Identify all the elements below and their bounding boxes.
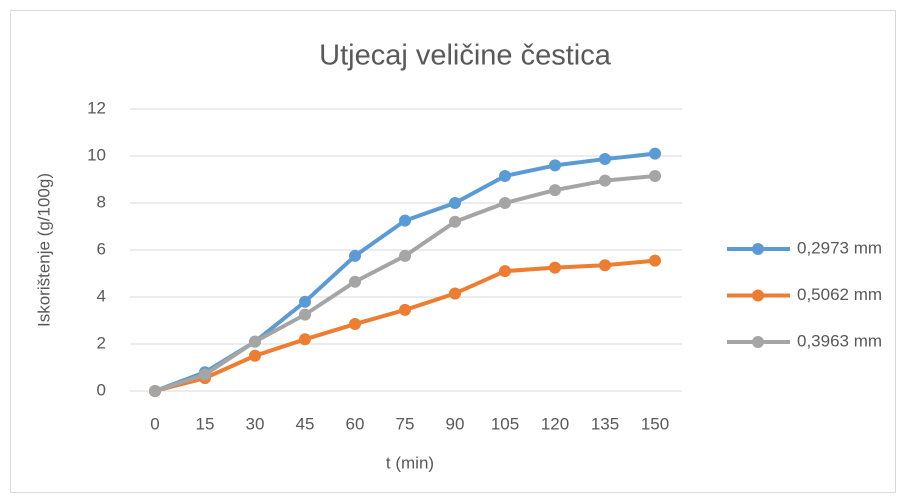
y-tick-label: 2 bbox=[97, 333, 106, 352]
legend-label: 0,3963 mm bbox=[797, 331, 882, 350]
legend-marker bbox=[752, 336, 764, 348]
y-tick-label: 4 bbox=[97, 286, 106, 305]
data-point bbox=[399, 303, 411, 316]
data-point bbox=[299, 333, 311, 346]
data-point bbox=[549, 159, 561, 172]
x-tick-label: 135 bbox=[591, 414, 619, 433]
x-tick-label: 120 bbox=[541, 414, 569, 433]
x-tick-label: 0 bbox=[150, 414, 159, 433]
legend-marker bbox=[752, 289, 764, 302]
data-point bbox=[599, 259, 611, 272]
x-tick-label: 60 bbox=[346, 414, 365, 433]
x-tick-label: 105 bbox=[491, 414, 519, 433]
data-point bbox=[349, 249, 361, 262]
x-tick-label: 75 bbox=[396, 414, 415, 433]
data-point bbox=[449, 215, 461, 228]
x-tick-label: 150 bbox=[641, 414, 669, 433]
data-point bbox=[599, 153, 611, 166]
data-point bbox=[599, 174, 611, 187]
data-point bbox=[499, 169, 511, 182]
data-point bbox=[249, 349, 261, 362]
chart-border bbox=[10, 10, 896, 493]
data-point bbox=[299, 308, 311, 321]
data-point bbox=[549, 184, 561, 197]
data-point bbox=[499, 265, 511, 278]
data-point bbox=[399, 249, 411, 262]
data-point bbox=[149, 385, 161, 397]
x-tick-label: 90 bbox=[446, 414, 465, 433]
data-point bbox=[349, 275, 361, 288]
data-point bbox=[399, 214, 411, 227]
data-point bbox=[549, 261, 561, 274]
y-tick-label: 0 bbox=[97, 380, 106, 399]
data-point bbox=[199, 368, 211, 381]
data-point bbox=[449, 287, 461, 300]
y-tick-label: 8 bbox=[97, 192, 106, 211]
data-point bbox=[649, 169, 661, 182]
legend-label: 0,2973 mm bbox=[797, 238, 882, 257]
y-axis-label: Iskorištenje (g/100g) bbox=[34, 173, 53, 327]
data-point bbox=[499, 197, 511, 209]
data-point bbox=[649, 147, 661, 160]
x-axis-label: t (min) bbox=[386, 453, 434, 472]
x-tick-label: 15 bbox=[196, 414, 215, 433]
x-tick-label: 45 bbox=[296, 414, 315, 433]
data-point bbox=[449, 197, 461, 209]
data-point bbox=[299, 295, 311, 308]
data-point bbox=[349, 318, 361, 331]
y-tick-label: 12 bbox=[87, 98, 106, 117]
legend-label: 0,5062 mm bbox=[797, 285, 882, 304]
data-point bbox=[649, 254, 661, 267]
y-tick-label: 6 bbox=[97, 239, 106, 258]
data-point bbox=[249, 335, 261, 348]
legend-marker bbox=[752, 243, 764, 255]
y-tick-label: 10 bbox=[87, 145, 106, 164]
chart-title: Utjecaj veličine čestica bbox=[319, 40, 612, 72]
x-tick-label: 30 bbox=[246, 414, 265, 433]
